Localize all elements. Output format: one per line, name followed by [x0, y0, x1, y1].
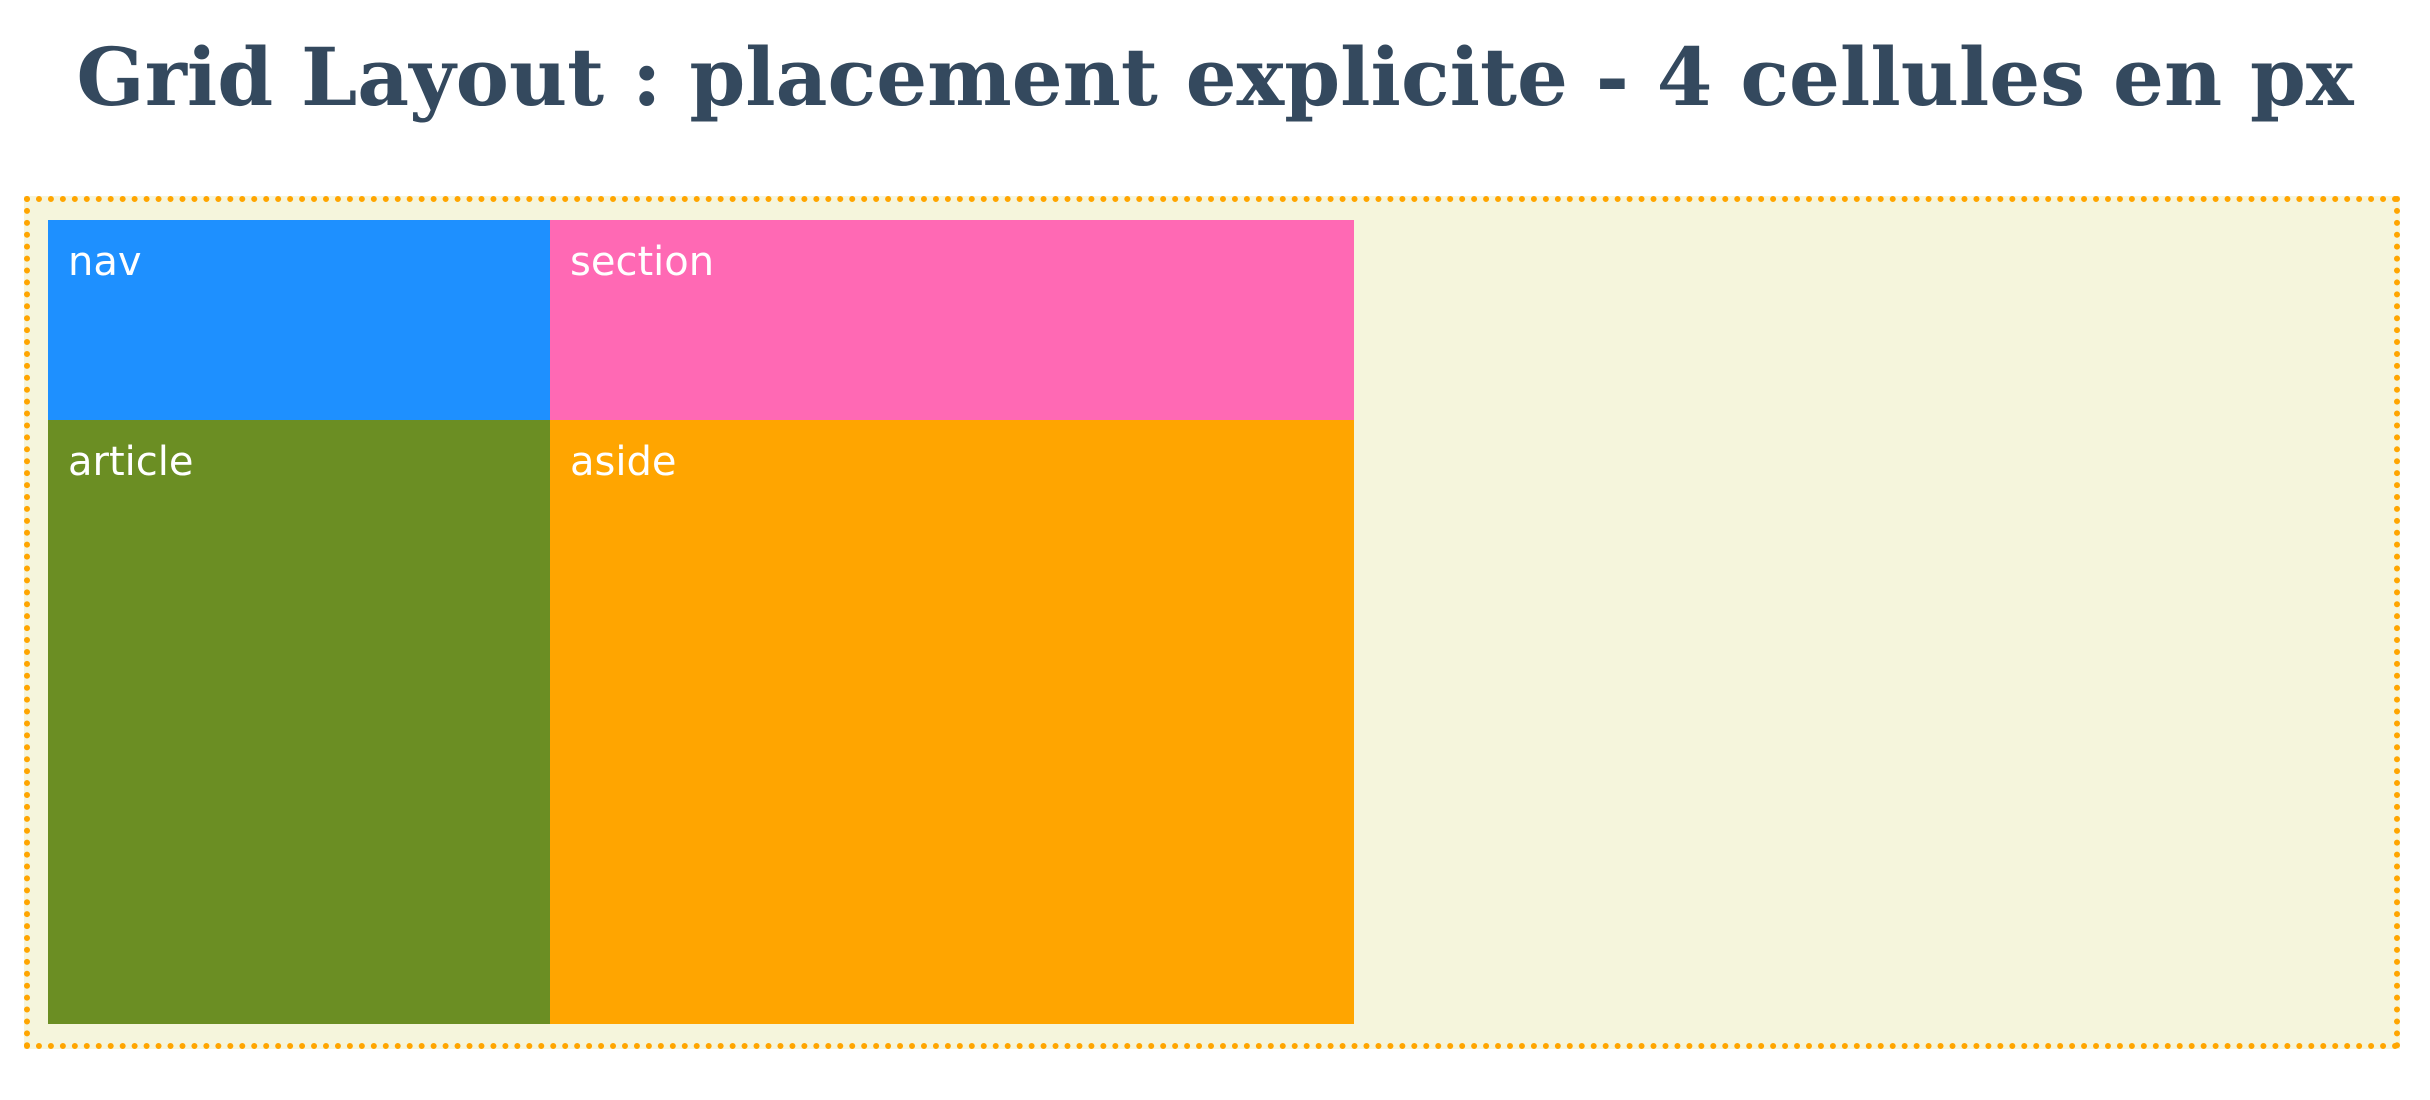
grid-cell-article: article: [48, 420, 550, 1024]
grid-cell-section: section: [550, 220, 1354, 420]
page-title: Grid Layout : placement explicite - 4 ce…: [76, 30, 2354, 124]
grid-cell-nav: nav: [48, 220, 550, 420]
grid-cell-aside: aside: [550, 420, 1354, 1024]
grid-container: nav section article aside: [24, 196, 2400, 1049]
